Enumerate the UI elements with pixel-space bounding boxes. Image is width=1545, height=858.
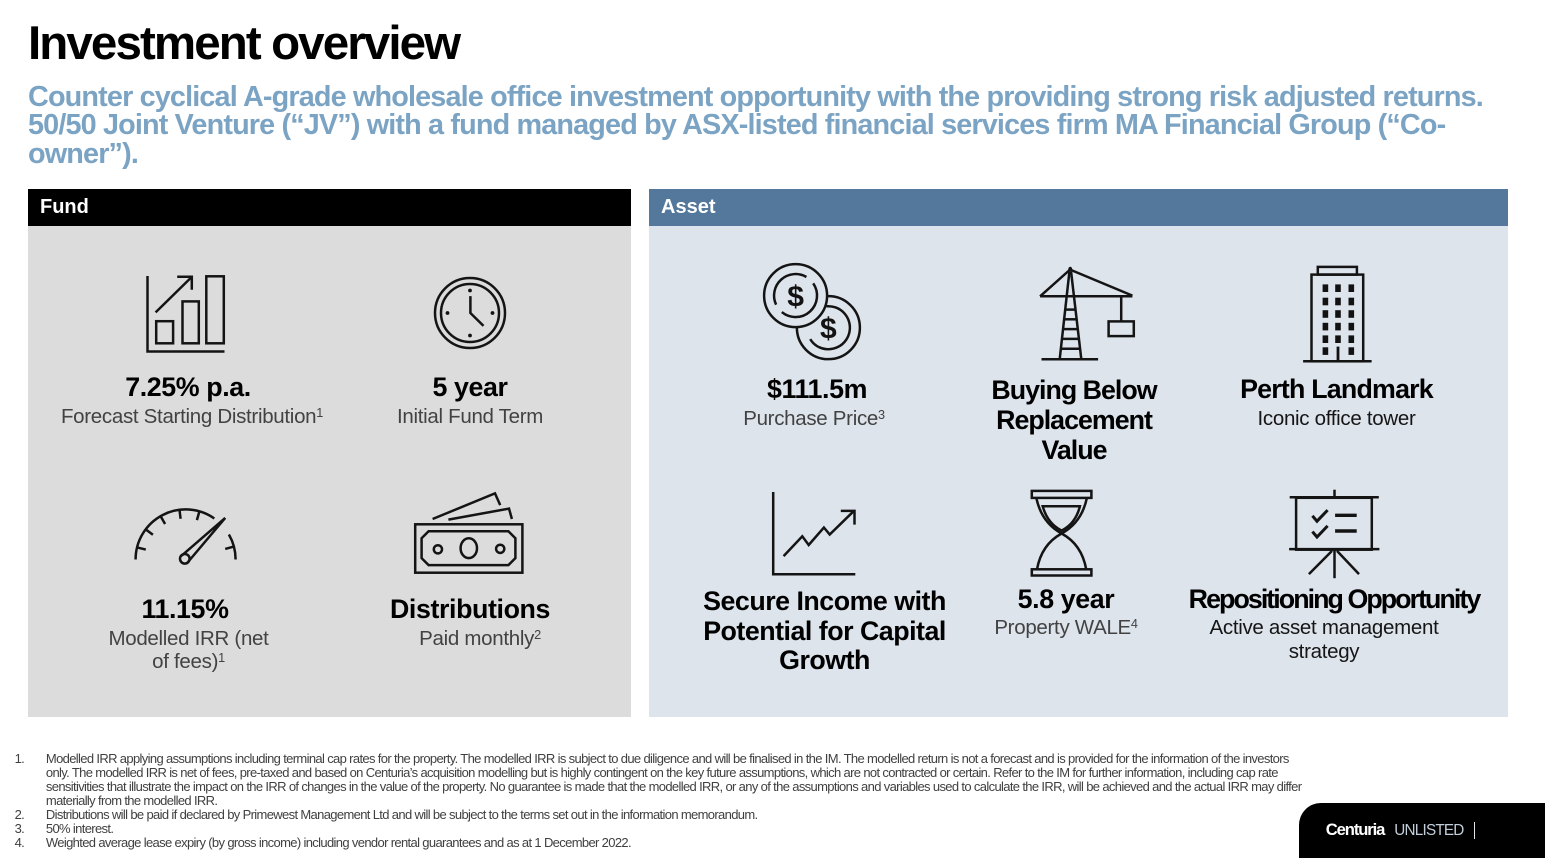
svg-text:$: $: [787, 280, 804, 313]
svg-text:$: $: [820, 312, 837, 345]
